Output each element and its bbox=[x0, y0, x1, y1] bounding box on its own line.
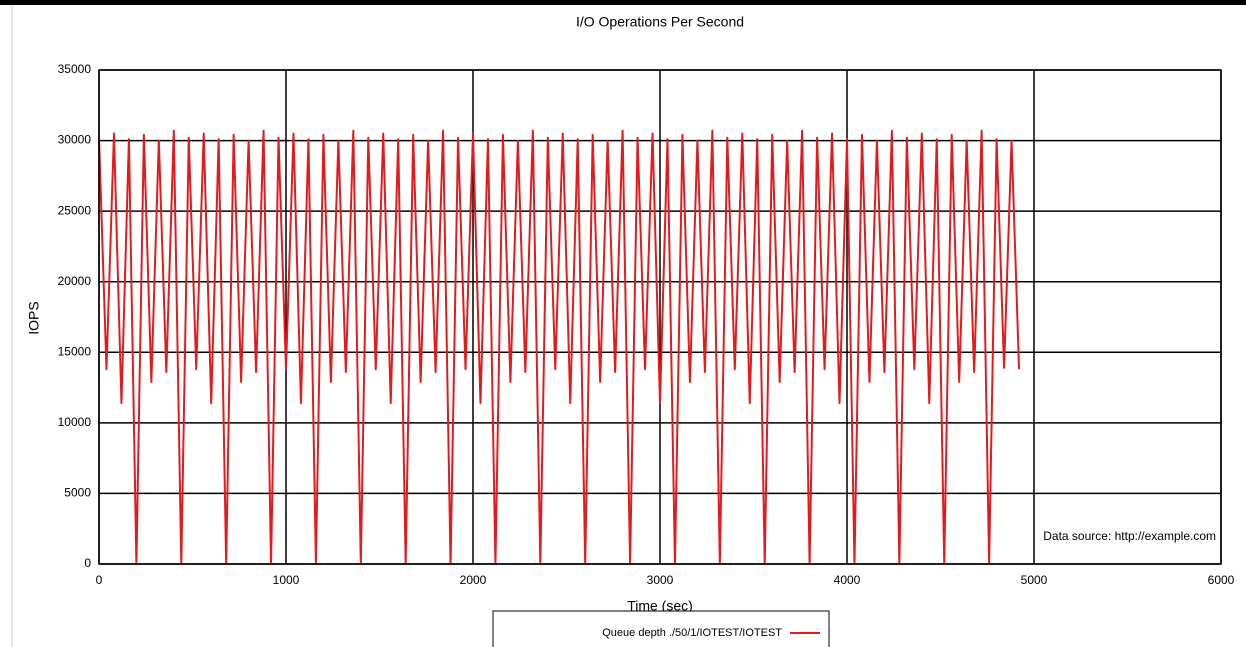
x-tick-label: 0 bbox=[96, 573, 103, 587]
x-tick-label: 1000 bbox=[273, 573, 300, 587]
top-bar bbox=[0, 0, 1246, 5]
y-tick-label: 20000 bbox=[58, 274, 92, 288]
x-tick-label: 2000 bbox=[460, 573, 487, 587]
x-tick-label: 3000 bbox=[647, 573, 674, 587]
y-tick-label: 5000 bbox=[64, 486, 91, 500]
x-tick-label: 4000 bbox=[834, 573, 861, 587]
x-tick-label: 6000 bbox=[1208, 573, 1235, 587]
data bbox=[98, 129, 1021, 565]
annotation: Data source: http://example.com bbox=[1043, 529, 1216, 543]
y-tick-label: 0 bbox=[84, 556, 91, 570]
x-axis-label: Time (sec) bbox=[627, 598, 693, 614]
y-tick-label: 15000 bbox=[58, 344, 92, 358]
chart-title: I/O Operations Per Second bbox=[576, 14, 744, 30]
y-tick-label: 35000 bbox=[58, 62, 92, 76]
series-line bbox=[98, 129, 1021, 565]
y-tick-label: 25000 bbox=[58, 203, 92, 217]
legend-label: Queue depth ./50/1/IOTEST/IOTEST bbox=[602, 627, 782, 639]
plot-frame bbox=[98, 69, 1222, 565]
y-tick-label: 30000 bbox=[58, 133, 92, 147]
y-axis-label: IOPS bbox=[26, 301, 42, 334]
x-tick-label: 5000 bbox=[1021, 573, 1048, 587]
y-tick-label: 10000 bbox=[58, 415, 92, 429]
legend-box bbox=[492, 610, 830, 647]
